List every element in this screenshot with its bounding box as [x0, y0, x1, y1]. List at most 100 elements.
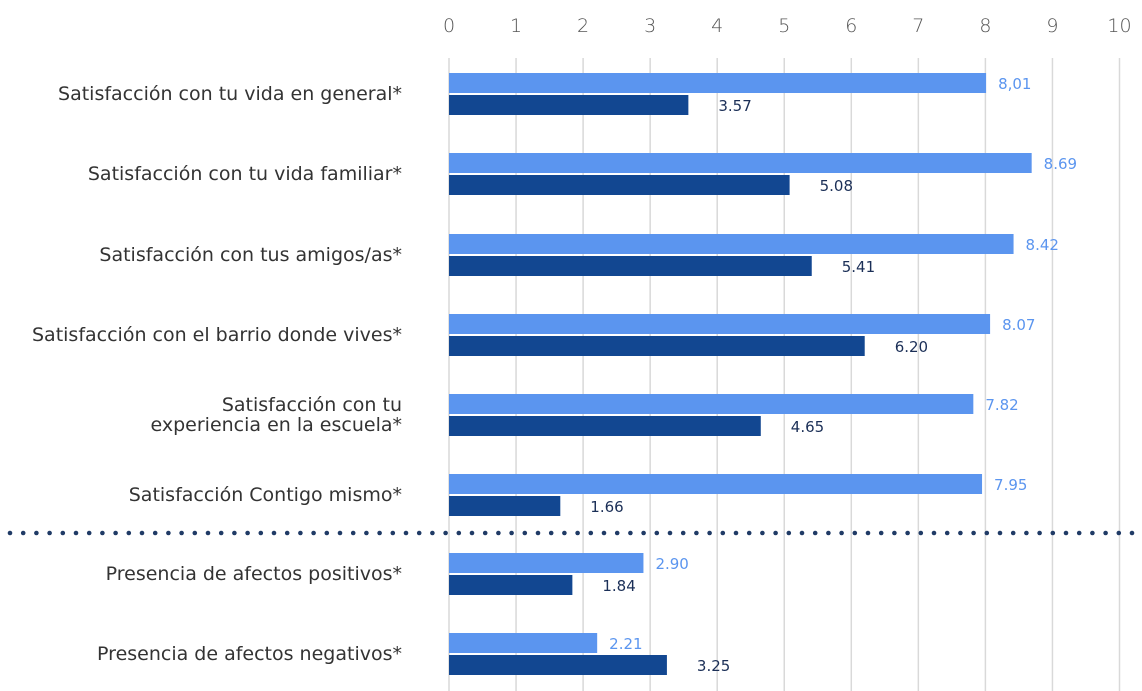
bar-series-2 — [449, 256, 812, 276]
separator-dot — [416, 530, 422, 536]
bar-series-1 — [449, 633, 598, 653]
bar-series-1 — [449, 73, 987, 93]
separator-dot — [509, 530, 514, 536]
bar-series-1 — [449, 153, 1032, 173]
separator-dot — [852, 530, 858, 536]
separator-dot — [892, 530, 897, 536]
category-label: Satisfacción con tu vida en general* — [58, 83, 402, 105]
category-label: Satisfacción Contigo mismo* — [129, 484, 402, 506]
separator-dot — [588, 530, 594, 536]
separator-dot — [575, 530, 580, 536]
separator-dot — [192, 530, 198, 536]
separator-dot — [812, 530, 818, 536]
separator-dot — [601, 530, 607, 536]
separator-dot — [20, 530, 26, 536]
separator-dot — [1116, 530, 1122, 536]
separator-dot — [311, 530, 316, 536]
data-label-series-1: 8.42 — [1026, 236, 1059, 254]
x-tick-label: 1 — [510, 15, 522, 37]
separator-dot — [232, 530, 237, 536]
data-label-series-2: 6.20 — [895, 338, 928, 356]
separator-dot — [218, 530, 224, 536]
bar-series-2 — [449, 655, 667, 675]
bar-series-1 — [449, 474, 983, 494]
category-label: experiencia en la escuela* — [151, 414, 403, 436]
x-tick-label: 7 — [912, 15, 924, 37]
separator-dot — [958, 530, 963, 536]
separator-dot — [984, 530, 990, 536]
data-label-series-1: 8.69 — [1044, 155, 1077, 173]
separator-dot — [733, 530, 739, 536]
separator-dot — [337, 530, 343, 536]
separator-dot — [562, 530, 567, 536]
x-tick-label: 5 — [778, 15, 790, 37]
category-labels: Satisfacción con tu vida en general* Sati… — [32, 83, 402, 665]
separator-dot — [865, 530, 871, 536]
separator-dot — [839, 530, 844, 536]
separator-dot — [403, 530, 409, 536]
separator-dot — [377, 530, 382, 536]
separator-dot — [100, 530, 105, 536]
x-tick-label: 9 — [1046, 15, 1058, 37]
grid-lines — [448, 58, 1121, 691]
separator-dot — [284, 530, 290, 536]
separator-dot — [614, 530, 620, 536]
separator-dot — [179, 530, 184, 536]
separator-dot — [390, 530, 396, 536]
separator-dot — [760, 530, 765, 536]
x-tick-label: 6 — [845, 15, 857, 37]
separator-dot — [535, 530, 541, 536]
bars: 8,01 3.57 8.69 5.08 8.42 5.41 8.07 6.20 7.82 4.65… — [449, 73, 1077, 675]
separator-dot — [1076, 530, 1082, 536]
separator-dot — [799, 530, 805, 536]
separator-dot — [641, 530, 646, 536]
category-label: Satisfacción con el barrio donde vives* — [32, 324, 402, 346]
separator-dot — [271, 530, 277, 536]
data-label-series-2: 5.41 — [842, 258, 875, 276]
separator-dot — [166, 530, 171, 536]
x-tick-label: 3 — [644, 15, 656, 37]
separator-dot — [694, 530, 699, 536]
data-label-series-1: 8,01 — [998, 75, 1031, 93]
category-label: Satisfacción con tu vida familiar* — [88, 163, 402, 185]
separator-dot — [73, 530, 79, 536]
separator-dot — [931, 530, 937, 536]
separator-dot — [1129, 530, 1135, 536]
separator-dot — [720, 530, 726, 536]
separator-dot — [667, 530, 673, 536]
bar-series-2 — [449, 95, 689, 115]
x-tick-label: 0 — [443, 15, 455, 37]
x-tick-label: 2 — [577, 15, 589, 37]
separator-dot — [522, 530, 528, 536]
separator-dot — [60, 530, 66, 536]
data-label-series-1: 8.07 — [1002, 316, 1035, 334]
data-label-series-1: 2.90 — [655, 555, 688, 573]
bar-series-2 — [449, 496, 561, 516]
separator-dot — [496, 530, 501, 536]
separator-dot — [1103, 530, 1108, 536]
separator-dot — [86, 530, 92, 536]
separator-dot — [680, 530, 686, 536]
separator-dot — [430, 530, 435, 536]
bar-series-2 — [449, 336, 865, 356]
separator-dot — [1010, 530, 1016, 536]
x-axis-ticks: 0 1 2 3 4 5 6 7 8 9 10 — [443, 15, 1132, 37]
category-label: Satisfacción con tus amigos/as* — [99, 244, 402, 266]
separator-dot — [773, 530, 778, 536]
bar-series-2 — [449, 575, 573, 595]
separator-dot — [245, 530, 250, 536]
separator-dot — [298, 530, 303, 536]
separator-dot — [47, 530, 52, 536]
separator-dot — [7, 530, 13, 536]
x-tick-label: 10 — [1107, 15, 1131, 37]
bar-series-2 — [449, 175, 790, 195]
separator-dot — [1037, 530, 1042, 536]
bar-series-1 — [449, 234, 1014, 254]
x-tick-label: 4 — [711, 15, 723, 37]
data-label-series-2: 1.66 — [590, 498, 623, 516]
separator-dot — [205, 530, 211, 536]
separator-dot — [654, 530, 660, 536]
data-label-series-2: 4.65 — [791, 418, 824, 436]
separator-dot — [746, 530, 752, 536]
